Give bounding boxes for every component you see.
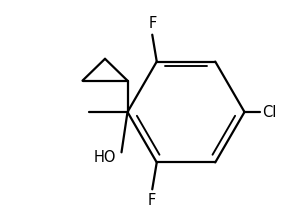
Text: F: F — [148, 193, 156, 208]
Text: HO: HO — [94, 151, 116, 165]
Text: F: F — [148, 16, 156, 31]
Text: Cl: Cl — [262, 105, 277, 119]
